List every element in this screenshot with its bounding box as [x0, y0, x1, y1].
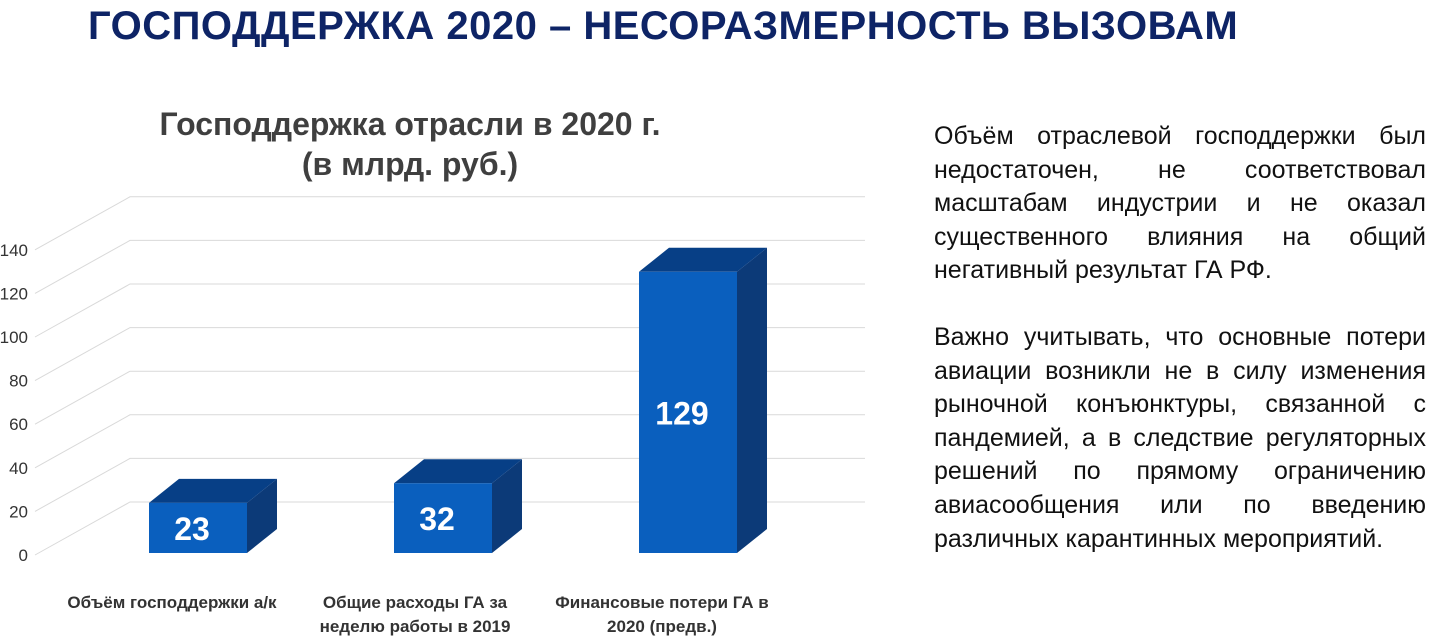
explanation-text: Объём отраслевой господдержки был недост… — [934, 120, 1426, 556]
y-tick-label-100: 100 — [0, 328, 28, 347]
gridline-80 — [34, 327, 865, 382]
gridline-0 — [34, 501, 865, 556]
category-label-2-line-1: Общие расходы ГА за — [322, 593, 508, 612]
bar-1-top — [149, 478, 277, 503]
bar-2-top — [394, 459, 522, 484]
bar-3-top — [639, 247, 767, 272]
bar-3-value-label: 129 — [655, 395, 708, 431]
bar-1-side — [247, 478, 277, 553]
explanation-paragraph-2: Важно учитывать, что основные потери ави… — [934, 322, 1426, 553]
y-tick-label-40: 40 — [9, 459, 28, 478]
chart-title-line-1: Господдержка отрасли в 2020 г. — [159, 106, 661, 142]
gridline-100 — [34, 283, 865, 338]
y-tick-label-140: 140 — [0, 241, 28, 260]
bar-2-value-label: 32 — [419, 501, 455, 537]
y-tick-label-120: 120 — [0, 284, 28, 303]
bar-1 — [149, 502, 247, 553]
gridline-20 — [34, 457, 865, 512]
category-label-2: Общие расходы ГА за неделю работы в 2019 — [290, 591, 540, 639]
explanation-paragraph-1: Объём отраслевой господдержки был недост… — [934, 122, 1426, 285]
y-tick-label-20: 20 — [9, 502, 28, 521]
category-label-1: Объём господдержки а/к — [47, 591, 297, 615]
bar-2-side — [492, 459, 522, 553]
gridline-40 — [34, 414, 865, 469]
bar-3-side — [737, 247, 767, 553]
page-title: ГОСПОДДЕРЖКА 2020 – НЕСОРАЗМЕРНОСТЬ ВЫЗО… — [88, 4, 1239, 48]
bar-3 — [639, 271, 737, 553]
category-label-1-line-1: Объём господдержки а/к — [67, 593, 277, 612]
y-tick-label-80: 80 — [9, 372, 28, 391]
y-tick-label-0: 0 — [19, 546, 28, 565]
chart-title: Господдержка отрасли в 2020 г. (в млрд. … — [130, 104, 690, 184]
y-tick-label-60: 60 — [9, 415, 28, 434]
bar-chart: 0 20 40 60 80 100 120 140 23 32 129 — [0, 196, 865, 565]
gridline-60 — [34, 370, 865, 425]
gridline-120 — [34, 239, 865, 294]
category-label-2-line-2: неделю работы в 2019 — [319, 617, 511, 636]
gridline-140 — [34, 196, 865, 251]
category-label-3-line-1: Финансовые потери ГА в — [555, 593, 769, 612]
category-label-3-line-2: 2020 (предв.) — [607, 617, 717, 636]
chart-title-line-2: (в млрд. руб.) — [301, 146, 519, 182]
bar-1-value-label: 23 — [174, 511, 210, 547]
category-label-3: Финансовые потери ГА в 2020 (предв.) — [537, 591, 787, 639]
bar-2 — [394, 483, 492, 553]
